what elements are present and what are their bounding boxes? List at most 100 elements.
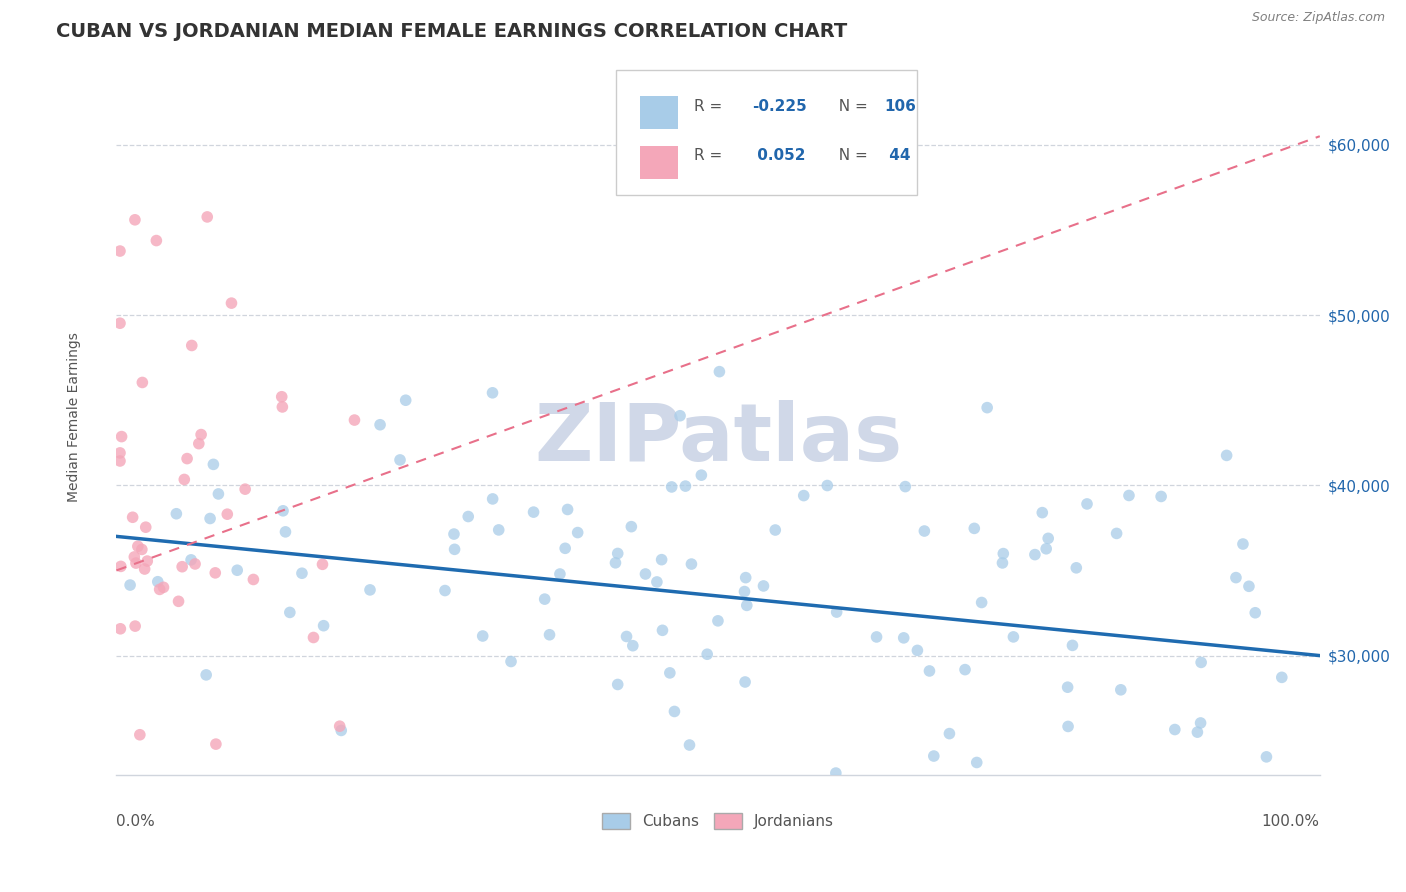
Point — [661, 480, 683, 494]
Point — [1244, 606, 1267, 620]
Point — [554, 541, 576, 556]
Point — [202, 458, 225, 472]
Point — [108, 446, 131, 460]
Point — [108, 244, 131, 258]
Point — [1002, 630, 1025, 644]
Point — [131, 542, 153, 557]
Point — [121, 510, 143, 524]
Point — [938, 726, 960, 740]
Point — [291, 566, 314, 581]
Point — [865, 630, 887, 644]
Point — [124, 212, 146, 227]
Point — [271, 504, 294, 518]
Point — [389, 453, 412, 467]
Point — [149, 582, 172, 597]
Point — [922, 749, 945, 764]
Point — [274, 524, 297, 539]
Point — [533, 592, 555, 607]
Point — [1215, 449, 1237, 463]
Point — [120, 578, 142, 592]
Point — [1256, 749, 1278, 764]
Point — [894, 480, 917, 494]
Point — [311, 558, 333, 572]
Point — [1189, 656, 1212, 670]
Point — [152, 580, 174, 594]
Point — [1271, 670, 1294, 684]
Point — [605, 556, 627, 570]
Point — [912, 524, 935, 538]
Point — [621, 639, 644, 653]
Point — [481, 385, 503, 400]
Point — [312, 618, 335, 632]
Point — [1024, 548, 1046, 562]
Point — [187, 436, 209, 450]
Point — [905, 643, 928, 657]
Text: R =: R = — [695, 147, 727, 162]
Point — [110, 622, 132, 636]
Point — [1038, 532, 1060, 546]
Point — [953, 663, 976, 677]
Point — [1189, 715, 1212, 730]
Point — [991, 556, 1014, 570]
Point — [793, 489, 815, 503]
Point — [966, 756, 988, 770]
Point — [893, 631, 915, 645]
Point — [108, 454, 131, 468]
Point — [110, 559, 132, 574]
Text: Source: ZipAtlas.com: Source: ZipAtlas.com — [1251, 11, 1385, 24]
Text: 44: 44 — [884, 147, 911, 162]
Point — [128, 728, 150, 742]
Point — [1225, 571, 1247, 585]
Point — [548, 567, 571, 582]
Point — [734, 584, 756, 599]
Point — [433, 583, 456, 598]
Point — [734, 571, 756, 585]
Point — [226, 563, 249, 577]
Point — [131, 376, 153, 390]
Text: ZIPatlas: ZIPatlas — [534, 400, 903, 477]
Point — [221, 296, 243, 310]
Point — [146, 574, 169, 589]
Point — [709, 365, 731, 379]
Point — [678, 738, 700, 752]
Point — [616, 630, 638, 644]
Text: N =: N = — [828, 99, 873, 114]
Point — [190, 427, 212, 442]
Text: 106: 106 — [884, 99, 917, 114]
Point — [302, 631, 325, 645]
Point — [176, 451, 198, 466]
Point — [136, 554, 159, 568]
Point — [1164, 723, 1187, 737]
Text: 100.0%: 100.0% — [1261, 814, 1320, 830]
Point — [824, 766, 846, 780]
Point — [125, 556, 148, 570]
FancyBboxPatch shape — [640, 96, 678, 128]
Text: Median Female Earnings: Median Female Earnings — [67, 332, 82, 502]
Point — [167, 594, 190, 608]
Point — [184, 557, 207, 571]
Point — [1187, 725, 1209, 739]
Point — [1062, 639, 1084, 653]
Point — [343, 413, 366, 427]
Point — [395, 393, 418, 408]
Point — [606, 546, 628, 560]
FancyBboxPatch shape — [616, 70, 917, 195]
Point — [664, 705, 686, 719]
Legend: Cubans, Jordanians: Cubans, Jordanians — [596, 807, 839, 835]
Point — [278, 606, 301, 620]
Point — [330, 723, 353, 738]
Point — [690, 468, 713, 483]
Point — [499, 655, 522, 669]
Point — [233, 482, 256, 496]
Text: 0.0%: 0.0% — [117, 814, 155, 830]
Point — [634, 566, 657, 581]
Point — [204, 566, 226, 580]
Point — [606, 677, 628, 691]
Point — [658, 665, 681, 680]
Point — [124, 549, 146, 564]
Point — [1057, 719, 1080, 733]
Point — [110, 429, 132, 443]
Point — [825, 605, 848, 619]
Point — [918, 664, 941, 678]
Point — [651, 552, 673, 566]
